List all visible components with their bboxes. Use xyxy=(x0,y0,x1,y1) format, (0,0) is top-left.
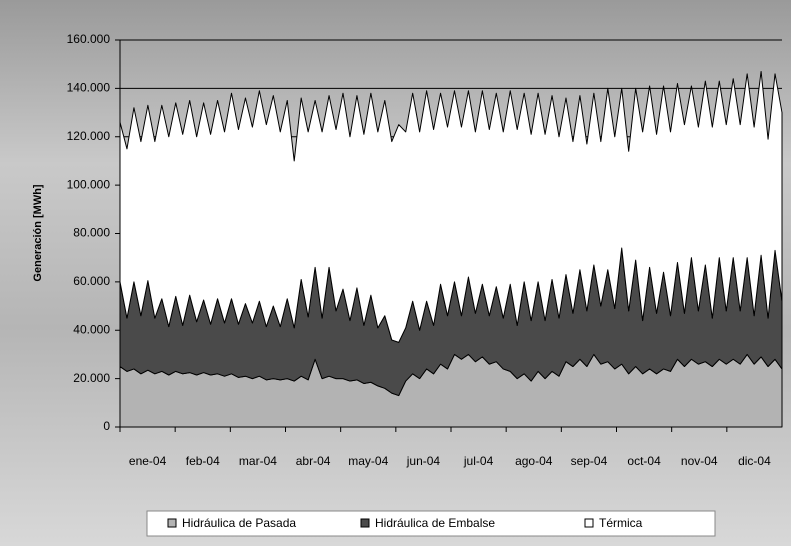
legend-label: Térmica xyxy=(599,516,643,530)
legend-box xyxy=(146,510,716,537)
x-tick-label: oct-04 xyxy=(627,454,661,468)
x-tick-label: dic-04 xyxy=(738,454,771,468)
y-tick-label: 120.000 xyxy=(67,129,111,143)
y-tick-label: 0 xyxy=(103,419,110,433)
x-tick-label: jun-04 xyxy=(406,454,441,468)
area xyxy=(119,70,783,343)
legend-label: Hidráulica de Embalse xyxy=(375,516,495,530)
legend-swatch xyxy=(584,518,594,528)
y-tick-label: 60.000 xyxy=(73,274,110,288)
x-tick-label: mar-04 xyxy=(239,454,277,468)
x-tick-label: may-04 xyxy=(348,454,388,468)
x-tick-label: jul-04 xyxy=(463,454,494,468)
x-tick-label: sep-04 xyxy=(571,454,608,468)
legend-swatch xyxy=(360,518,370,528)
y-tick-label: 100.000 xyxy=(67,177,111,191)
y-tick-label: 40.000 xyxy=(73,322,110,336)
y-tick-label: 140.000 xyxy=(67,81,111,95)
x-tick-label: abr-04 xyxy=(296,454,331,468)
x-tick-label: ago-04 xyxy=(515,454,553,468)
x-tick-label: ene-04 xyxy=(129,454,167,468)
legend-label: Hidráulica de Pasada xyxy=(182,516,296,530)
y-axis-title: Generación [MWh] xyxy=(32,184,44,282)
y-tick-label: 80.000 xyxy=(73,226,110,240)
y-tick-label: 160.000 xyxy=(67,32,111,46)
x-tick-label: nov-04 xyxy=(681,454,718,468)
legend-swatch xyxy=(167,518,177,528)
x-tick-label: feb-04 xyxy=(186,454,220,468)
y-tick-label: 20.000 xyxy=(73,371,110,385)
